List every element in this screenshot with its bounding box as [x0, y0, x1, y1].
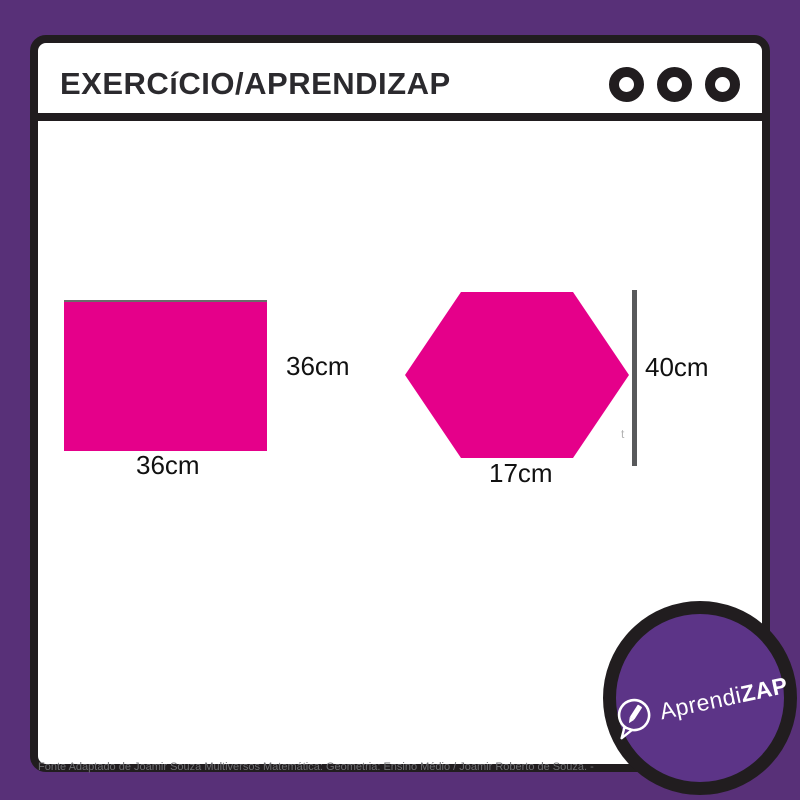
hexagon-height-dimension: 40cm [645, 352, 709, 382]
aprendizap-logo-badge: AprendiZAP [603, 601, 797, 795]
source-citation: Fonte Adaptado de Joamir Souza Multivers… [38, 727, 598, 800]
card-header: EXERCíCIO/APRENDIZAP [38, 43, 762, 121]
card-main: 36cm 36cm t 40cm 17cm Fonte Adaptado de … [38, 121, 762, 773]
logo-text-bold: ZAP [737, 671, 790, 707]
hexagon-height-measure-line [632, 290, 637, 466]
logo-text-regular: Aprendi [657, 681, 744, 724]
page-title: EXERCíCIO/APRENDIZAP [60, 66, 451, 101]
window-dot-icon [609, 66, 644, 102]
rectangle-base-dimension: 36cm [136, 450, 200, 480]
rectangle-figure [64, 300, 267, 451]
speech-bubble-pencil-icon [617, 698, 651, 740]
aprendizap-logo-text: AprendiZAP [657, 671, 790, 724]
window-dot-icon [657, 66, 692, 102]
source-citation-line1: Fonte Adaptado de Joamir Souza Multivers… [38, 761, 594, 773]
window-dots [609, 66, 740, 102]
rectangle-side-dimension: 36cm [286, 351, 350, 381]
window-dot-icon [705, 66, 740, 102]
hexagon-side-dimension: 17cm [489, 458, 553, 488]
aprendizap-logo-content: AprendiZAP [610, 664, 791, 742]
hexagon-figure [405, 292, 629, 458]
watermark-mark: t [621, 427, 625, 441]
browser-window-card: EXERCíCIO/APRENDIZAP 36cm 36cm t 40cm 17… [30, 35, 770, 773]
